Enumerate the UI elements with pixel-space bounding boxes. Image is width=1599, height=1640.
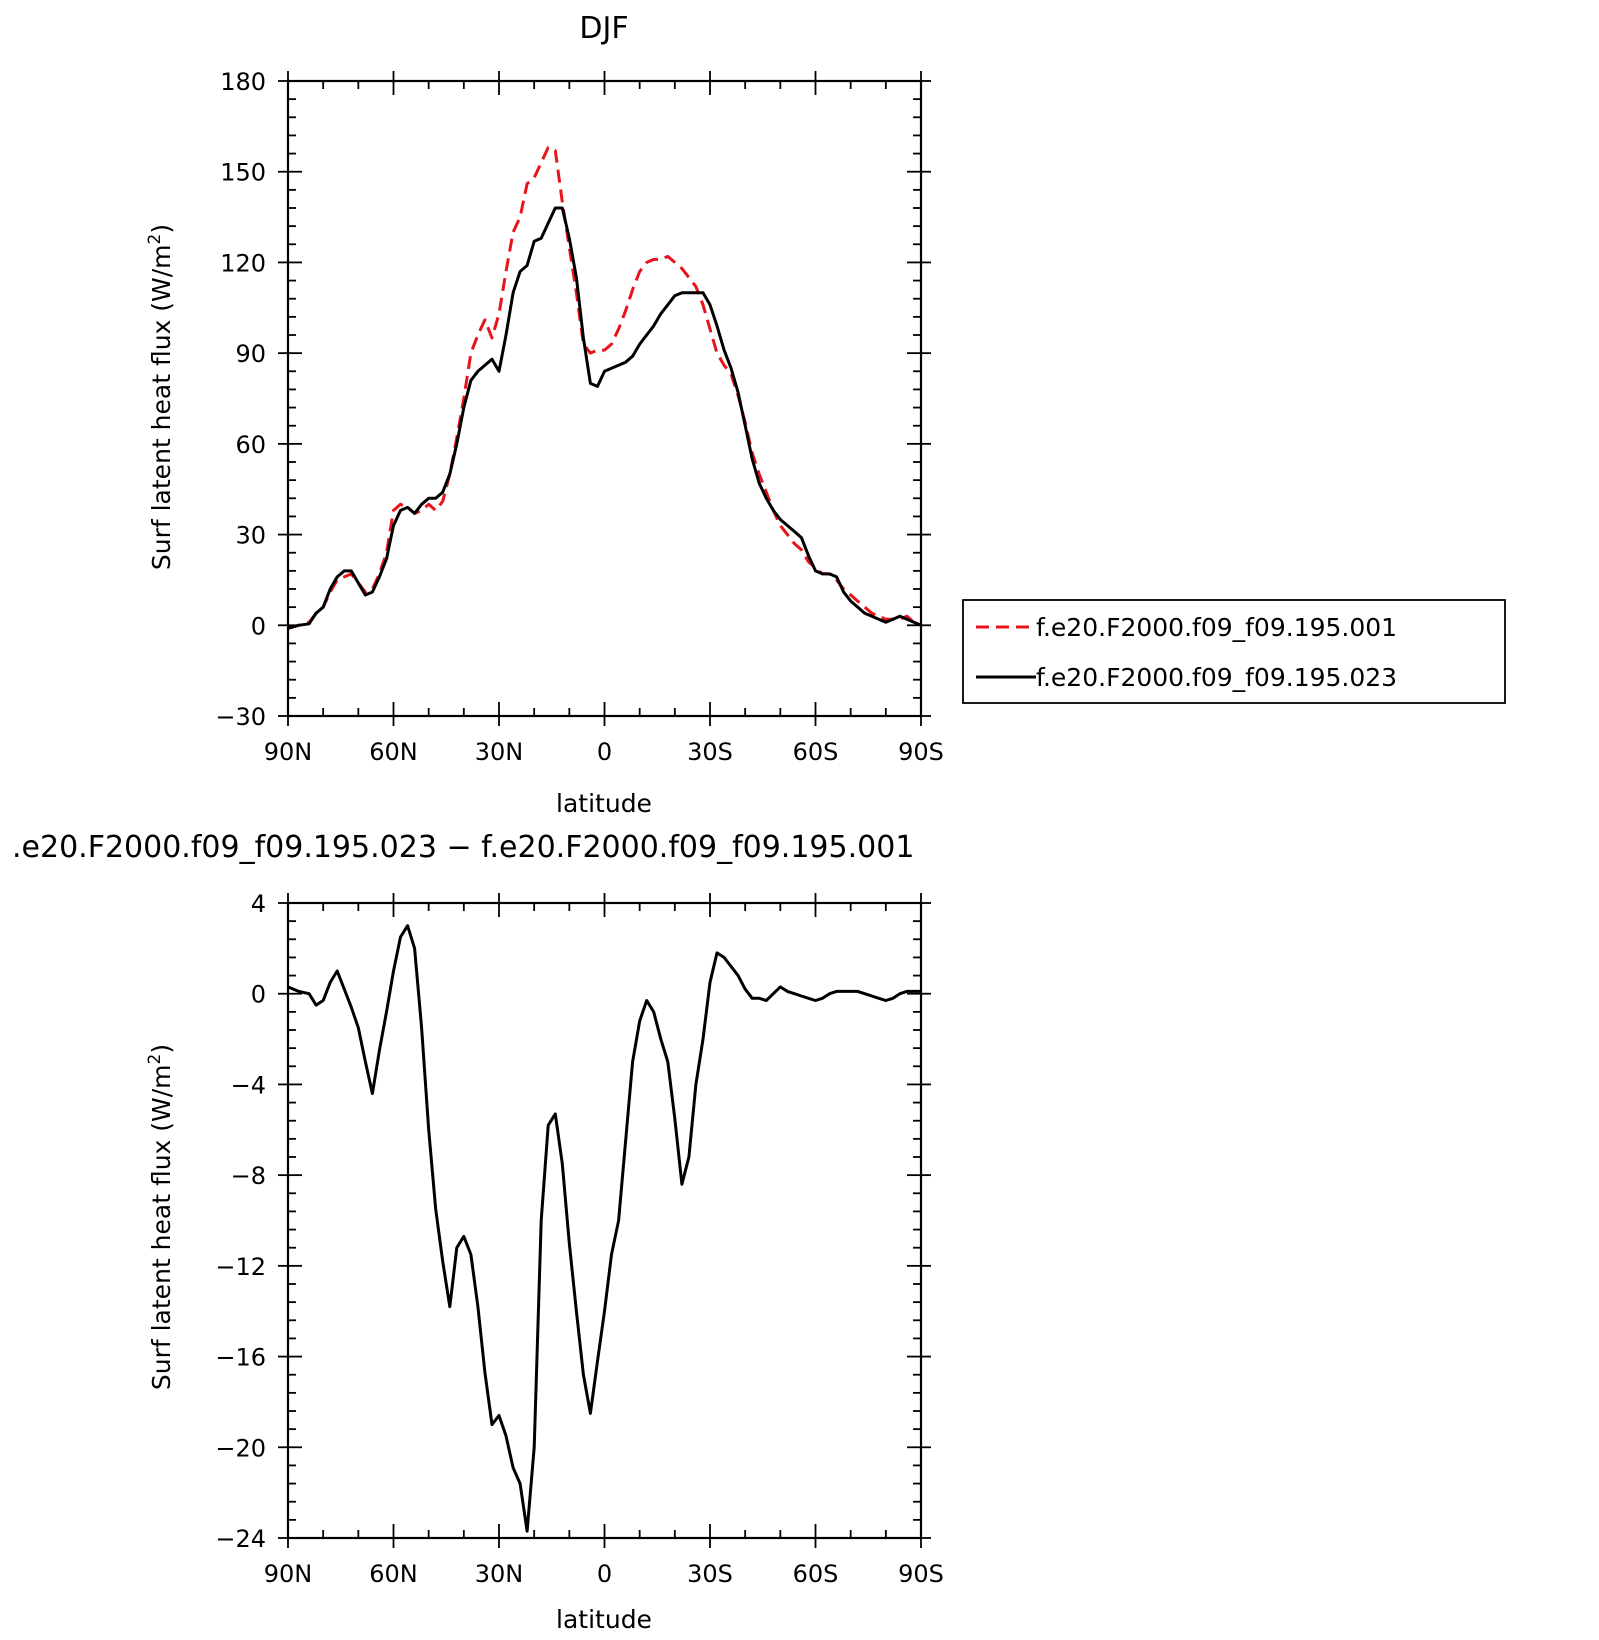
x-tick-label: 90S xyxy=(898,1560,944,1588)
series-line-difference xyxy=(287,924,921,1533)
x-tick-label: 60N xyxy=(369,738,418,766)
top-plot-area xyxy=(286,79,923,718)
x-tick-label: 60S xyxy=(793,738,839,766)
y-tick-label: 0 xyxy=(251,612,266,640)
x-tick-label: 30S xyxy=(687,738,733,766)
y-tick-label: −20 xyxy=(215,1434,266,1462)
y-tick-label: −24 xyxy=(215,1525,266,1553)
y-tick-label: 0 xyxy=(251,981,266,1009)
x-tick-label: 0 xyxy=(597,1560,612,1588)
y-tick-label: 4 xyxy=(251,890,266,918)
y-tick-label: 150 xyxy=(220,159,266,187)
plot-frame xyxy=(286,79,923,718)
bottom-chart-title: .e20.F2000.f09_f09.195.023 − f.e20.F2000… xyxy=(12,830,914,865)
bottom-axes: 90N 60N 30N 0 30S 60S 90S −24 −20 −16 −12 −8 −4 0 4 xyxy=(215,890,944,1588)
y-tick-label: −8 xyxy=(231,1162,266,1190)
series-line-023 xyxy=(287,206,922,630)
top-y-axis-label: Surf latent heat flux (W/m2) xyxy=(145,224,176,570)
series-line-001 xyxy=(287,146,922,630)
bottom-x-axis-label: latitude xyxy=(556,1605,652,1634)
y-tick-label: 30 xyxy=(235,522,266,550)
y-tick-label: −12 xyxy=(215,1253,266,1281)
y-tick-label: 180 xyxy=(220,68,266,96)
x-tick-label: 90S xyxy=(898,738,944,766)
y-tick-label: −4 xyxy=(231,1071,266,1099)
top-series-group xyxy=(287,146,922,630)
top-axes: 90N 60N 30N 0 30S 60S 90S −30 0 30 60 90 120 150 180 xyxy=(215,68,944,766)
top-panel: DJF 90N 60N 30N 0 30S 60S 90S −30 0 30 60 90 120 150 1… xyxy=(145,11,1506,818)
x-tick-label: 90N xyxy=(264,738,313,766)
bottom-y-axis-label: Surf latent heat flux (W/m2) xyxy=(145,1044,176,1390)
legend-box xyxy=(962,599,1506,704)
y-tick-label: 90 xyxy=(235,340,266,368)
x-tick-label: 90N xyxy=(264,1560,313,1588)
x-tick-label: 0 xyxy=(597,738,612,766)
plot-frame xyxy=(286,901,923,1540)
x-tick-label: 30S xyxy=(687,1560,733,1588)
legend-label-023: f.e20.F2000.f09_f09.195.023 xyxy=(1036,663,1397,692)
bottom-series-group xyxy=(287,924,921,1533)
x-tick-label: 60S xyxy=(793,1560,839,1588)
x-tick-label: 60N xyxy=(369,1560,418,1588)
x-tick-label: 30N xyxy=(475,738,524,766)
bottom-panel: .e20.F2000.f09_f09.195.023 − f.e20.F2000… xyxy=(12,830,944,1634)
y-tick-label: 60 xyxy=(235,431,266,459)
top-chart-title: DJF xyxy=(579,11,628,46)
x-tick-label: 30N xyxy=(475,1560,524,1588)
y-tick-label: −16 xyxy=(215,1344,266,1372)
legend: f.e20.F2000.f09_f09.195.001 f.e20.F2000.… xyxy=(962,599,1506,704)
legend-label-001: f.e20.F2000.f09_f09.195.001 xyxy=(1036,613,1397,642)
y-tick-label: 120 xyxy=(220,249,266,277)
top-x-axis-label: latitude xyxy=(556,789,652,818)
bottom-plot-area xyxy=(286,901,923,1540)
y-tick-label: −30 xyxy=(215,703,266,731)
